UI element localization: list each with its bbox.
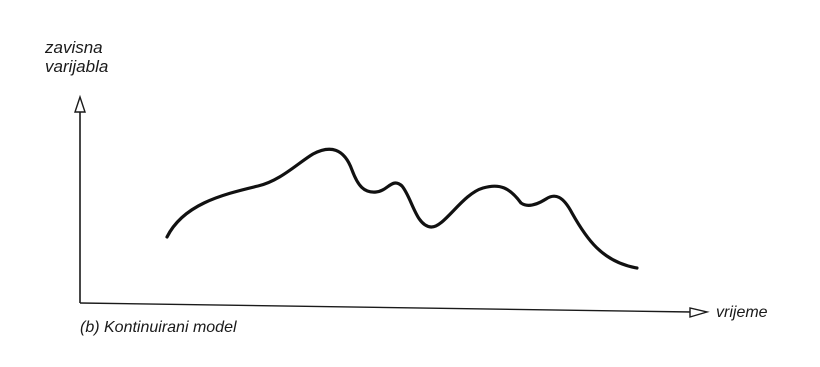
x-axis-line [79, 302, 693, 313]
x-axis-arrowhead [689, 307, 710, 318]
y-axis-label: zavisna varijabla [45, 38, 108, 76]
y-axis-arrowhead [74, 94, 86, 113]
y-axis-label-line-1: zavisna [45, 38, 103, 57]
x-axis-label: vrijeme [716, 304, 768, 321]
figure-caption: (b) Kontinuirani model [80, 319, 237, 336]
y-axis-label-line-2: varijabla [45, 57, 109, 76]
continuous-model-curve [165, 147, 639, 270]
